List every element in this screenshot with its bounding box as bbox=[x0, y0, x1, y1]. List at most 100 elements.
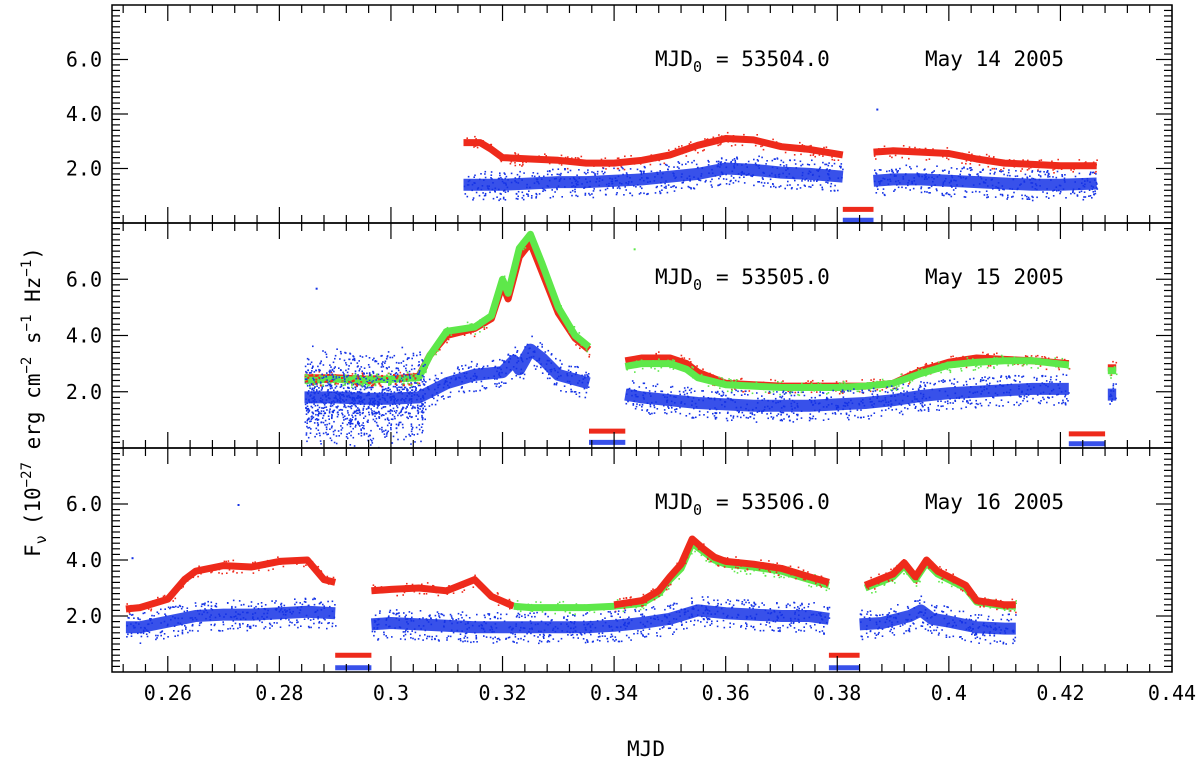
noise-point bbox=[333, 390, 335, 392]
noise-point bbox=[441, 396, 443, 398]
noise-point bbox=[540, 602, 542, 604]
noise-point bbox=[650, 406, 652, 408]
noise-point bbox=[556, 159, 558, 161]
noise-point bbox=[773, 391, 775, 393]
noise-point bbox=[411, 365, 413, 367]
noise-point bbox=[996, 405, 998, 407]
noise-point bbox=[557, 174, 559, 176]
noise-point bbox=[624, 186, 626, 188]
noise-point bbox=[593, 190, 595, 192]
noise-point bbox=[509, 608, 511, 610]
noise-point bbox=[516, 362, 518, 364]
noise-point bbox=[328, 418, 330, 420]
noise-point bbox=[721, 135, 723, 137]
noise-point bbox=[578, 158, 580, 160]
noise-point bbox=[1002, 195, 1004, 197]
noise-point bbox=[583, 378, 585, 380]
annotation-mjd: MJD bbox=[655, 265, 693, 289]
noise-point bbox=[950, 180, 952, 182]
noise-point bbox=[391, 371, 393, 373]
noise-point bbox=[1017, 189, 1019, 191]
noise-point bbox=[903, 178, 905, 180]
noise-point bbox=[699, 414, 701, 416]
noise-point bbox=[134, 610, 136, 612]
noise-point bbox=[670, 386, 672, 388]
noise-point bbox=[314, 422, 316, 424]
noise-point bbox=[566, 373, 568, 375]
noise-point bbox=[381, 371, 383, 373]
noise-point bbox=[631, 390, 633, 392]
noise-point bbox=[416, 427, 418, 429]
noise-point bbox=[476, 192, 478, 194]
noise-point bbox=[325, 396, 327, 398]
noise-point bbox=[762, 384, 764, 386]
noise-point bbox=[707, 138, 709, 140]
noise-point bbox=[418, 373, 420, 375]
noise-point bbox=[559, 163, 561, 165]
noise-point bbox=[421, 584, 423, 586]
noise-point bbox=[961, 395, 963, 397]
noise-point bbox=[340, 433, 342, 435]
noise-point bbox=[406, 370, 408, 372]
noise-point bbox=[1040, 365, 1042, 367]
noise-point bbox=[640, 163, 642, 165]
noise-point bbox=[791, 411, 793, 413]
noise-point bbox=[639, 179, 641, 181]
noise-point bbox=[702, 390, 704, 392]
noise-point bbox=[695, 150, 697, 152]
noise-point bbox=[627, 401, 629, 403]
noise-point bbox=[1001, 375, 1003, 377]
noise-point bbox=[571, 157, 573, 159]
noise-point bbox=[422, 430, 424, 432]
noise-point bbox=[324, 577, 326, 579]
noise-point bbox=[693, 160, 695, 162]
noise-point bbox=[520, 357, 522, 359]
noise-point bbox=[731, 419, 733, 421]
noise-point bbox=[383, 406, 385, 408]
noise-point bbox=[433, 353, 435, 355]
noise-point bbox=[333, 434, 335, 436]
noise-point bbox=[307, 412, 309, 414]
noise-point bbox=[307, 420, 309, 422]
noise-point bbox=[482, 587, 484, 589]
noise-point bbox=[994, 173, 996, 175]
noise-point bbox=[330, 437, 332, 439]
noise-point bbox=[347, 418, 349, 420]
noise-point bbox=[723, 136, 725, 138]
noise-point bbox=[1031, 196, 1033, 198]
noise-point bbox=[763, 572, 765, 574]
noise-point bbox=[448, 585, 450, 587]
noise-point bbox=[1020, 183, 1022, 185]
noise-point bbox=[719, 412, 721, 414]
noise-point bbox=[952, 402, 954, 404]
noise-point bbox=[410, 443, 412, 445]
noise-point bbox=[419, 383, 421, 385]
noise-point bbox=[626, 172, 628, 174]
noise-point bbox=[946, 157, 948, 159]
noise-point bbox=[696, 406, 698, 408]
noise-point bbox=[897, 389, 899, 391]
noise-point bbox=[679, 391, 681, 393]
noise-point bbox=[1060, 191, 1062, 193]
noise-point bbox=[1073, 189, 1075, 191]
noise-point bbox=[414, 407, 416, 409]
noise-point bbox=[962, 185, 964, 187]
noise-point bbox=[626, 393, 628, 395]
noise-point bbox=[1002, 170, 1004, 172]
noise-point bbox=[857, 417, 859, 419]
noise-point bbox=[346, 376, 348, 378]
noise-point bbox=[950, 356, 952, 358]
noise-point bbox=[932, 389, 934, 391]
noise-point bbox=[488, 377, 490, 379]
noise-point bbox=[546, 605, 548, 607]
noise-point bbox=[606, 184, 608, 186]
noise-point bbox=[386, 449, 388, 451]
noise-point bbox=[447, 593, 449, 595]
noise-point bbox=[1056, 375, 1058, 377]
noise-point bbox=[362, 401, 364, 403]
noise-point bbox=[582, 382, 584, 384]
noise-point bbox=[882, 389, 884, 391]
noise-point bbox=[689, 180, 691, 182]
noise-point bbox=[496, 154, 498, 156]
noise-point bbox=[987, 185, 989, 187]
